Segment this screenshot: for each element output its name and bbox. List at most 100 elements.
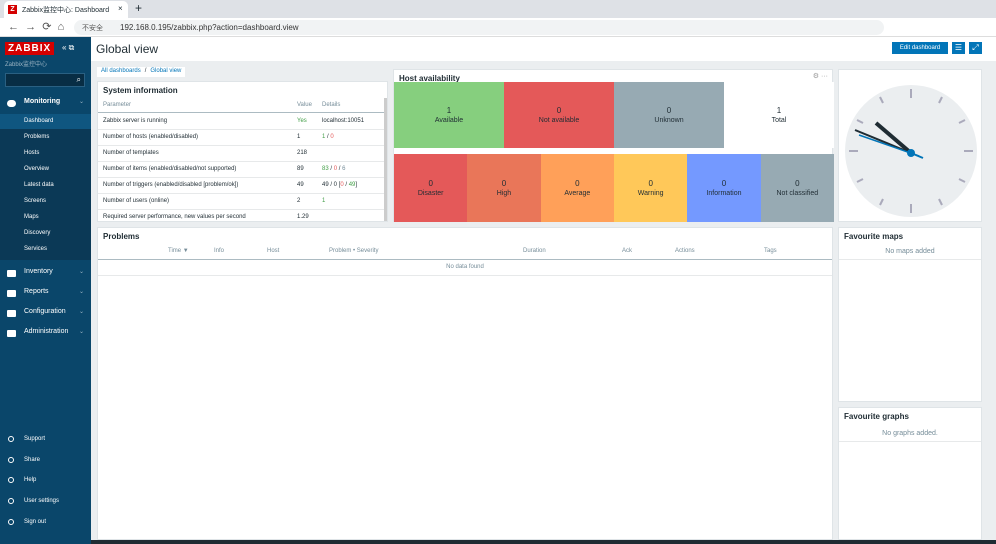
detail: / (343, 182, 349, 188)
count: 0 (428, 179, 433, 188)
selected-row (0, 114, 91, 129)
parameter: Number of users (online) (103, 198, 170, 204)
footer-icon (8, 436, 14, 442)
problems-widget: Problems Time ▼ Info Host Problem • Severit… (97, 227, 833, 540)
clock (845, 85, 977, 217)
count: 1 (776, 106, 782, 115)
submenu-item[interactable]: Latest data (24, 182, 54, 188)
count: 0 (648, 179, 653, 188)
new-tab[interactable]: + (135, 1, 143, 15)
column-header: Actions (675, 248, 695, 254)
value: 2 (297, 198, 301, 204)
detail: ] (355, 182, 358, 188)
detail: 6 (342, 166, 346, 172)
menu-arrow: ⌄ (79, 309, 85, 315)
count: 0 (795, 179, 800, 188)
severitie-cell: 0 Disaster (394, 154, 468, 222)
header-rule (98, 259, 832, 260)
row-rule (98, 129, 384, 130)
logo[interactable]: ZABBIX (5, 42, 55, 55)
widget-title: Host availability (399, 74, 460, 83)
count: 1 (446, 106, 452, 115)
widget-title: Favourite maps (844, 232, 904, 241)
severitie-cell: 0 Average (540, 154, 614, 222)
system-info-widget: System information Parameter Value Details… (97, 81, 388, 222)
submenu-item[interactable]: Problems (24, 134, 50, 140)
label: Average (564, 190, 591, 197)
value: 49 (297, 182, 304, 188)
submenu-item[interactable]: Discovery (24, 230, 51, 236)
menu-item[interactable]: Reports (24, 288, 49, 295)
menu-item[interactable]: Administration (24, 328, 69, 335)
submenu-item[interactable]: Maps (24, 214, 39, 220)
header-rule (98, 112, 384, 113)
menu-arrow: ⌄ (79, 99, 85, 105)
column-header: Duration (523, 248, 546, 254)
submenu-item[interactable]: Dashboard (24, 118, 54, 124)
widget-menu[interactable]: ⚙ ··· (812, 73, 828, 80)
nav-buttons[interactable]: ← → ⟳ ⌂ (8, 21, 65, 33)
details: 1 (322, 198, 325, 204)
severitie-cell: 0 High (467, 154, 541, 222)
empty-message: No graphs added. (839, 425, 981, 442)
detail: / (328, 166, 334, 172)
detail: 1 (322, 198, 326, 204)
column-header: Details (322, 102, 341, 108)
label: Not available (538, 117, 580, 124)
details: localhost:10051 (322, 118, 364, 124)
footer-item[interactable]: Share (24, 456, 41, 463)
menu-arrow: ⌄ (79, 329, 85, 335)
fullscreen-button[interactable]: ⤢ (969, 42, 982, 54)
menu-button[interactable]: ☰ (952, 42, 965, 54)
host-availability-widget: Host availability ⚙ ··· 1 Available 0 Not a… (393, 69, 834, 222)
submenu-item[interactable]: Overview (24, 166, 50, 172)
severitie-cell: 0 Information (687, 154, 761, 222)
tab-bar (0, 0, 996, 18)
host-cell: 1 Available (394, 82, 504, 148)
footer-item[interactable]: Help (24, 477, 37, 484)
tab[interactable]: Z Zabbix监控中心: Dashboard × (4, 1, 128, 18)
scrollbar (384, 98, 387, 221)
empty-message: No data found (446, 264, 484, 270)
address-bar[interactable]: 不安全 192.168.0.195/zabbix.php?action=dash… (74, 20, 884, 35)
row-rule (98, 275, 832, 276)
toolbar: ← → ⟳ ⌂ 不安全 192.168.0.195/zabbix.php?act… (0, 18, 996, 37)
menu-item[interactable]: Inventory (24, 268, 53, 275)
detail: 83 (322, 166, 329, 172)
column-header: Problem • Severity (329, 248, 379, 254)
submenu-item[interactable]: Hosts (24, 150, 40, 156)
count: 0 (721, 179, 727, 188)
tab-close[interactable]: × (118, 4, 123, 13)
row-rule (98, 145, 384, 146)
widget-title: System information (103, 86, 178, 95)
subtitle: Zabbix监控中心 (5, 62, 48, 68)
edit-button[interactable]: Edit dashboard (892, 42, 948, 54)
footer-item[interactable]: Support (24, 436, 46, 442)
column-header: Tags (764, 248, 777, 254)
page-title: Global view (96, 42, 159, 56)
row-rule (98, 161, 384, 162)
value: 89 (297, 166, 304, 172)
collapse[interactable]: « ⧉ (62, 43, 75, 52)
submenu-item[interactable]: Screens (24, 198, 47, 204)
count: 0 (556, 106, 562, 115)
detail: 49 (348, 182, 356, 188)
footer-item[interactable]: User settings (24, 498, 60, 505)
count: 0 (501, 179, 507, 188)
value: Yes (297, 118, 307, 124)
menu-item[interactable]: Configuration (24, 308, 66, 315)
clock-widget (838, 69, 982, 222)
submenu-item[interactable]: Services (24, 246, 48, 252)
footer-item[interactable]: Sign out (24, 518, 47, 525)
taskbar-edge (91, 540, 996, 544)
search[interactable]: ⌕ (5, 73, 85, 87)
menu-icon (7, 290, 16, 297)
breadcrumb[interactable]: All dashboards (101, 68, 141, 74)
count: 0 (575, 179, 580, 188)
detail: / (325, 134, 331, 140)
label: Total (771, 117, 787, 124)
breadcrumb[interactable]: Global view (150, 68, 182, 74)
submenu (0, 114, 91, 260)
widget-title: Problems (103, 232, 140, 241)
menu-item[interactable]: Monitoring (24, 98, 61, 105)
